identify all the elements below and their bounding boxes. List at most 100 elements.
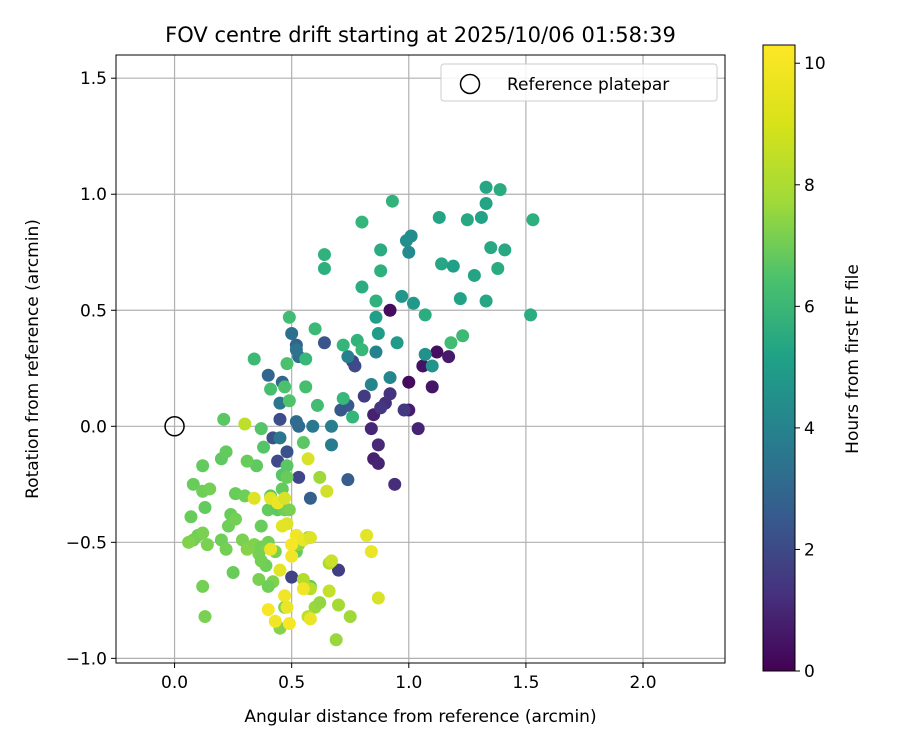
scatter-points — [182, 180, 540, 647]
scatter-point — [364, 378, 378, 392]
scatter-point — [186, 477, 200, 491]
scatter-point — [296, 436, 310, 450]
x-tick-label: 0.5 — [278, 673, 305, 693]
scatter-point — [364, 545, 378, 559]
scatter-point — [303, 531, 317, 545]
scatter-point — [479, 197, 493, 211]
scatter-point — [399, 234, 413, 248]
scatter-point — [278, 380, 292, 394]
scatter-point — [430, 345, 444, 359]
legend-marker-reference — [459, 73, 481, 95]
scatter-point — [278, 491, 292, 505]
scatter-point — [264, 382, 278, 396]
scatter-point — [219, 542, 233, 556]
scatter-point — [460, 213, 474, 227]
legend: Reference platepar — [440, 63, 718, 102]
scatter-point — [196, 526, 210, 540]
colorbar-tick-label: 8 — [804, 176, 815, 196]
scatter-point — [360, 528, 374, 542]
scatter-point — [313, 470, 327, 484]
scatter-point — [198, 610, 212, 624]
scatter-point — [341, 350, 355, 364]
scatter-point — [332, 598, 346, 612]
scatter-point — [184, 510, 198, 524]
scatter-point — [278, 589, 292, 603]
scatter-point — [280, 470, 294, 484]
scatter-point — [217, 412, 231, 426]
colorbar-label: Hours from first FF file — [843, 264, 863, 454]
scatter-point — [484, 241, 498, 255]
grid-lines — [116, 55, 725, 663]
scatter-point — [240, 454, 254, 468]
scatter-point — [442, 350, 456, 364]
scatter-point — [317, 261, 331, 275]
scatter-point — [371, 591, 385, 605]
scatter-point — [282, 503, 296, 517]
scatter-point — [374, 243, 388, 257]
x-tick-label: 2.0 — [629, 673, 656, 693]
scatter-point — [364, 422, 378, 436]
scatter-point — [402, 375, 416, 389]
scatter-point — [418, 308, 432, 322]
scatter-point — [491, 261, 505, 275]
y-axis-label: Rotation from reference (arcmin) — [23, 219, 43, 499]
scatter-point — [247, 491, 261, 505]
scatter-point — [357, 389, 371, 403]
scatter-point — [334, 403, 348, 417]
scatter-point — [348, 359, 362, 373]
colorbar-tick-label: 2 — [804, 540, 815, 560]
scatter-point — [254, 422, 268, 436]
scatter-point — [453, 292, 467, 306]
legend-label-reference: Reference platepar — [507, 75, 669, 95]
colorbar-tick-label: 0 — [804, 662, 815, 682]
scatter-point — [282, 617, 296, 631]
scatter-point — [411, 422, 425, 436]
scatter-point — [369, 345, 383, 359]
scatter-point — [432, 210, 446, 224]
scatter-point — [313, 596, 327, 610]
scatter-point — [446, 259, 460, 273]
colorbar-gradient — [762, 44, 796, 672]
scatter-point — [303, 612, 317, 626]
scatter-point — [198, 501, 212, 515]
colorbar-ticks: 0 2 4 6 8 10 — [795, 54, 826, 682]
scatter-point — [526, 213, 540, 227]
scatter-point — [268, 614, 282, 628]
scatter-point — [355, 343, 369, 357]
scatter-point — [374, 401, 388, 415]
scatter-point — [524, 308, 538, 322]
scatter-point — [332, 563, 346, 577]
scatter-point — [355, 280, 369, 294]
scatter-point — [257, 440, 271, 454]
scatter-point — [285, 326, 299, 340]
scatter-point — [425, 359, 439, 373]
scatter-point — [273, 431, 287, 445]
scatter-point — [310, 398, 324, 412]
scatter-point — [308, 322, 322, 336]
scatter-point — [264, 542, 278, 556]
scatter-point — [324, 438, 338, 452]
scatter-point — [292, 470, 306, 484]
colorbar-tick-label: 4 — [804, 419, 815, 439]
chart-title: FOV centre drift starting at 2025/10/06 … — [165, 23, 676, 47]
scatter-point — [498, 243, 512, 257]
scatter-point — [282, 310, 296, 324]
scatter-point — [390, 336, 404, 350]
reference-point — [164, 416, 185, 437]
scatter-point — [343, 610, 357, 624]
plot-area-frame — [115, 54, 726, 664]
scatter-point — [355, 215, 369, 229]
reference-platepar-marker — [164, 416, 185, 437]
scatter-point — [371, 326, 385, 340]
scatter-point — [418, 347, 432, 361]
scatter-point — [261, 603, 275, 617]
scatter-point — [280, 459, 294, 473]
y-tick-label: 0.5 — [80, 301, 107, 321]
scatter-point — [289, 343, 303, 357]
scatter-point — [388, 477, 402, 491]
scatter-point — [252, 572, 266, 586]
scatter-point — [474, 210, 488, 224]
scatter-point — [296, 582, 310, 596]
scatter-point — [247, 352, 261, 366]
